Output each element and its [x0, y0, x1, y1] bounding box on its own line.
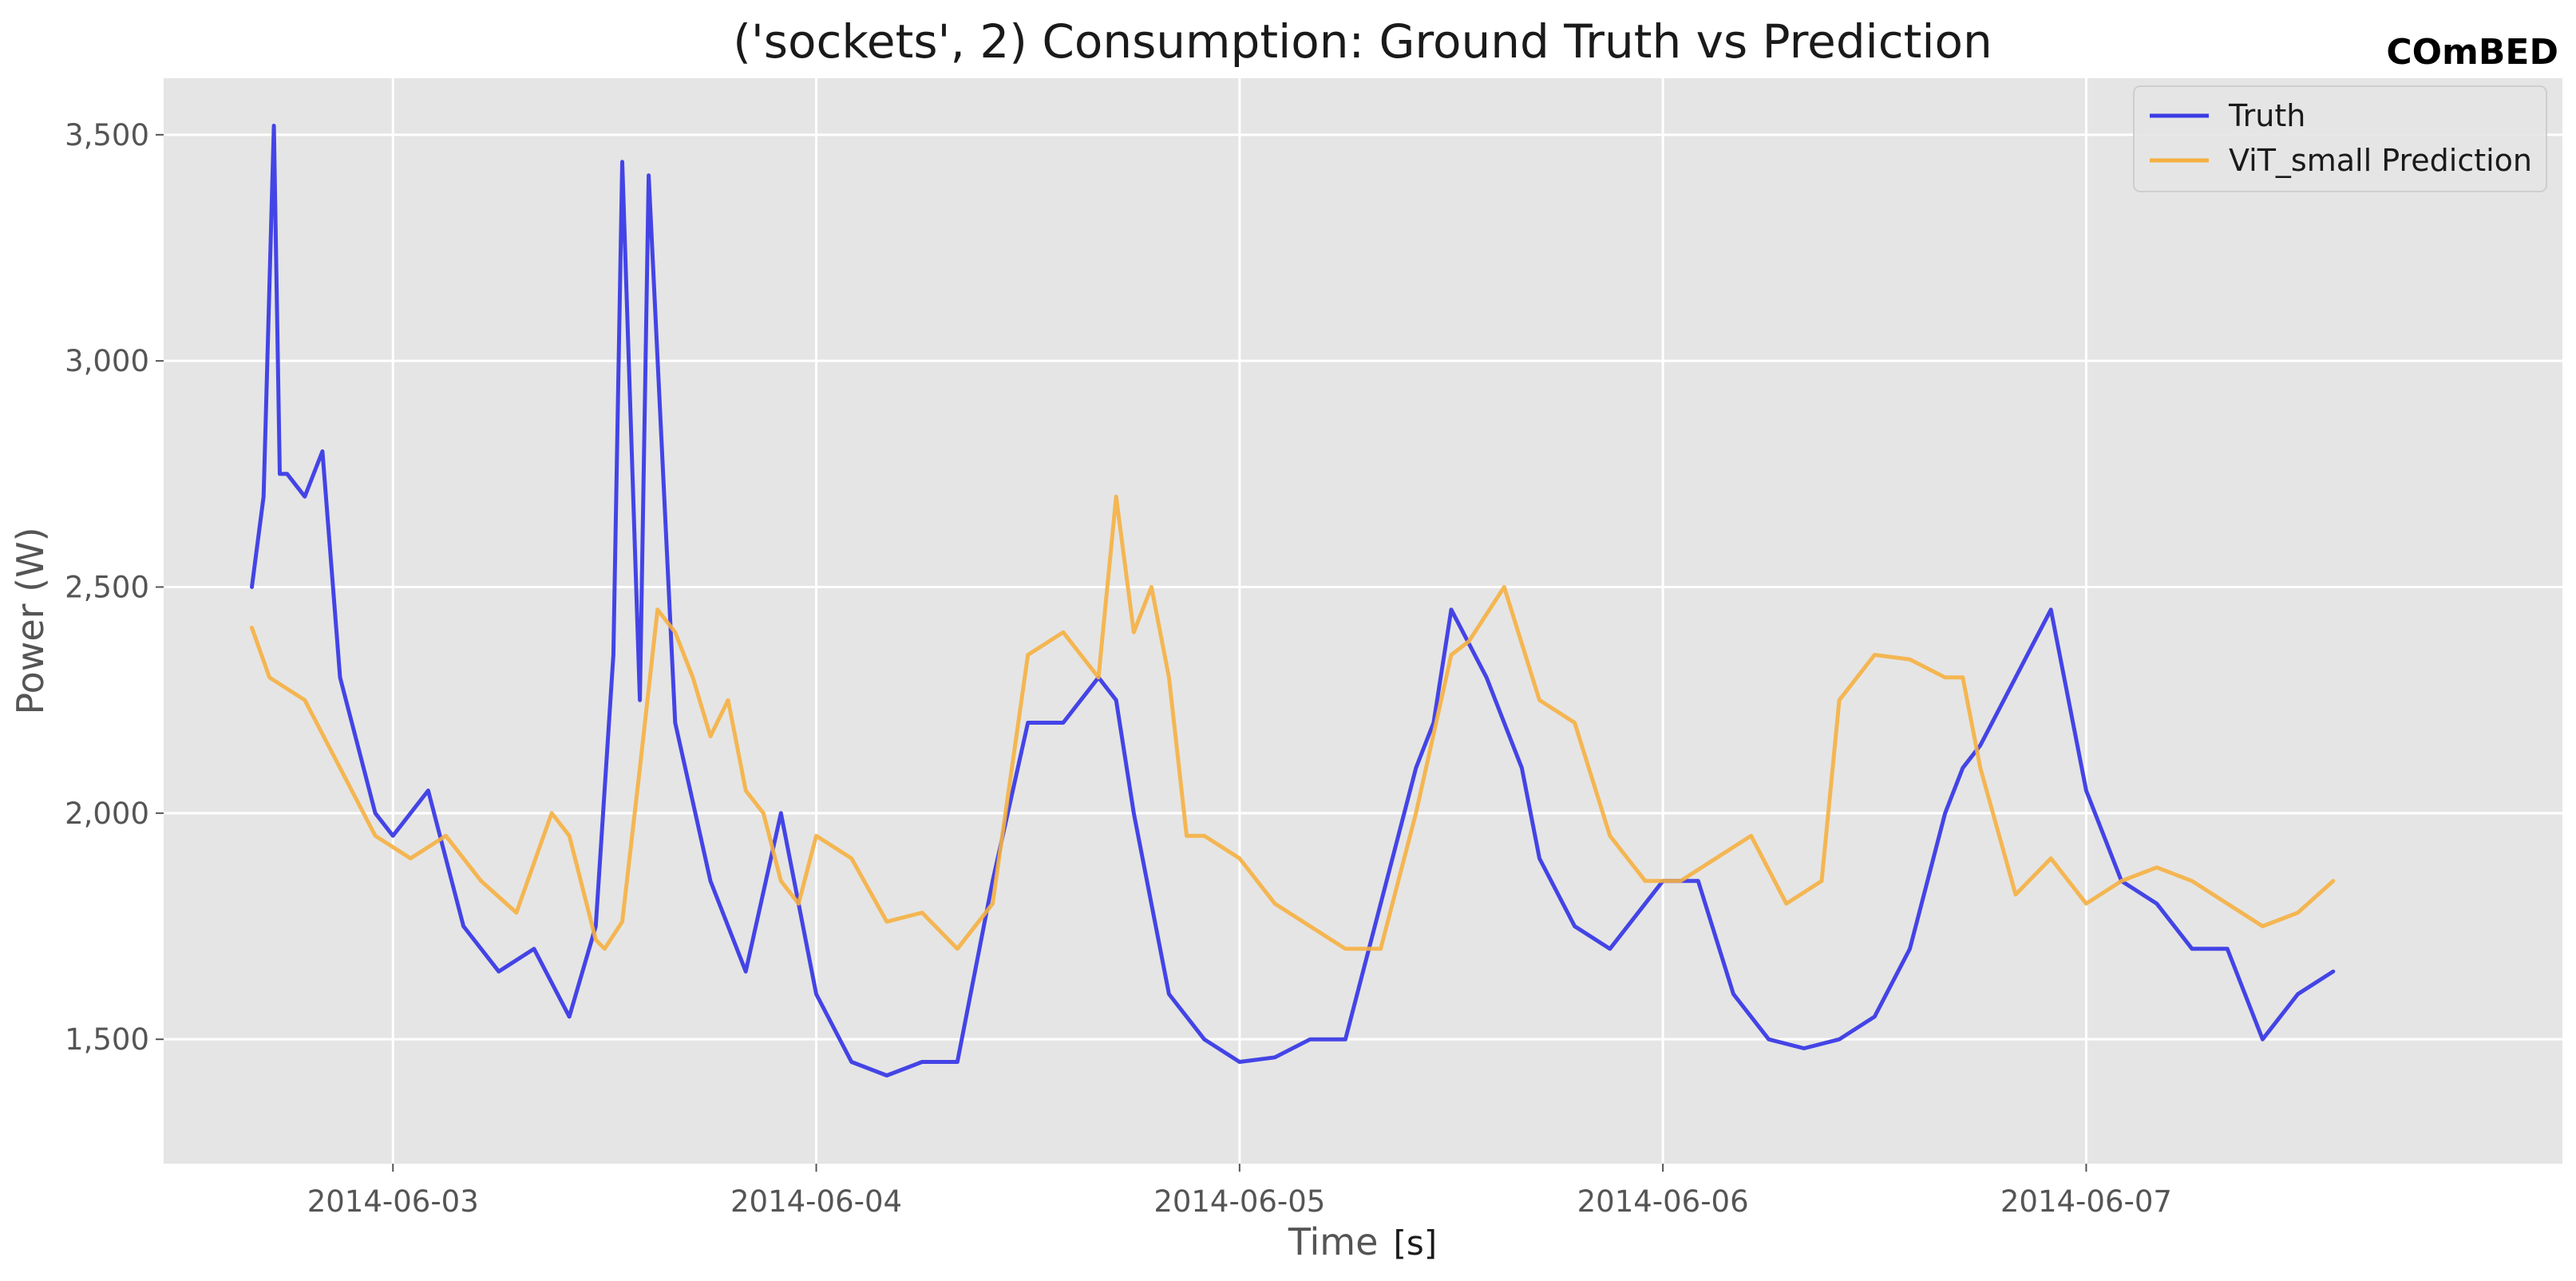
y-tick-label: 2,500 — [65, 571, 149, 605]
legend-label-truth: Truth — [2228, 98, 2305, 133]
series-line-truth — [250, 124, 2336, 1077]
y-tick-label: 3,500 — [65, 118, 149, 152]
grid-lines — [164, 78, 2562, 1164]
legend-label-prediction: ViT_small Prediction — [2229, 143, 2532, 178]
x-axis-label-text: Time — [1288, 1220, 1379, 1263]
x-axis-unit: [s] — [1394, 1224, 1438, 1263]
legend: Truth ViT_small Prediction — [2133, 85, 2547, 192]
chart-title: ('sockets', 2) Consumption: Ground Truth… — [733, 14, 1992, 69]
y-tick-label: 3,000 — [65, 344, 149, 378]
series-line-prediction — [250, 494, 2336, 951]
y-tick-label: 2,000 — [65, 797, 149, 831]
plot-area — [164, 78, 2562, 1164]
watermark-logo: COmBED — [2386, 32, 2558, 73]
tick-labels: 1,500 2,000 2,500 3,000 3,500 2014-06-03 2014-… — [65, 118, 2172, 1219]
x-tick-label: 2014-06-06 — [1577, 1184, 1749, 1219]
series-lines — [250, 124, 2336, 1077]
y-axis-label: Power (W) — [9, 527, 52, 714]
legend-box — [2133, 85, 2547, 192]
y-tick-label: 1,500 — [65, 1022, 149, 1057]
x-tick-label: 2014-06-05 — [1153, 1184, 1325, 1219]
x-tick-label: 2014-06-03 — [307, 1184, 479, 1219]
x-tick-label: 2014-06-07 — [2000, 1184, 2172, 1219]
x-axis-label: Time [s] — [1288, 1220, 1437, 1263]
x-tick-label: 2014-06-04 — [730, 1184, 902, 1219]
